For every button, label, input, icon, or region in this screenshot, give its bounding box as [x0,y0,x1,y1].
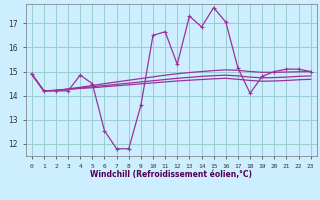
X-axis label: Windchill (Refroidissement éolien,°C): Windchill (Refroidissement éolien,°C) [90,170,252,179]
